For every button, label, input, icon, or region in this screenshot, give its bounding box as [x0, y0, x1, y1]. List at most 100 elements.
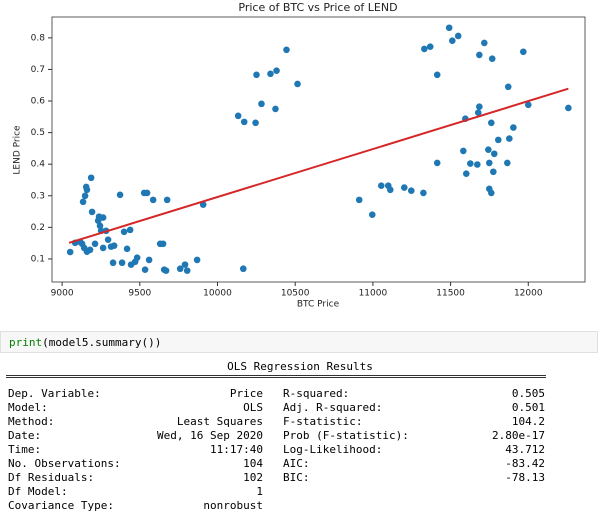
- trendline: [68, 87, 569, 244]
- point: [145, 256, 153, 264]
- point: [81, 192, 89, 200]
- code-cell[interactable]: print(model5.summary()): [0, 331, 598, 353]
- point: [123, 245, 131, 253]
- summary-value: 0.505: [511, 387, 545, 400]
- summary-title: OLS Regression Results: [227, 360, 373, 373]
- point: [96, 222, 104, 230]
- point: [252, 119, 259, 127]
- point: [82, 183, 90, 191]
- y-tick-label: 0.7: [31, 65, 45, 75]
- point: [87, 174, 95, 182]
- summary-row: Method: Least Squares F-statistic: 104.2: [0, 415, 600, 429]
- point: [240, 118, 248, 126]
- plot-frame: [51, 16, 586, 283]
- point: [253, 71, 260, 79]
- summary-label: F-statistic:: [283, 415, 363, 428]
- point: [490, 168, 497, 176]
- point: [183, 267, 191, 274]
- point: [460, 147, 467, 155]
- point: [141, 266, 149, 273]
- y-tick-label: 0.8: [31, 33, 46, 43]
- point: [485, 159, 493, 167]
- point: [234, 112, 242, 120]
- summary-label: Time:: [8, 443, 42, 456]
- x-axis-label: BTC Price: [297, 300, 340, 310]
- summary-label: Method:: [8, 415, 55, 428]
- point: [272, 105, 279, 113]
- chart: Price of BTC vs Price of LEND BTC Price …: [13, 1, 586, 310]
- summary-value: Wed, 16 Sep 2020: [157, 429, 263, 442]
- summary-value: OLS: [243, 401, 263, 414]
- x-tick-label: 10500: [281, 289, 310, 299]
- y-tick-label: 0.3: [31, 191, 45, 201]
- summary-value: Least Squares: [176, 415, 263, 428]
- point: [99, 214, 107, 221]
- y-tick-label: 0.4: [31, 160, 46, 170]
- point: [504, 159, 511, 167]
- point: [176, 265, 184, 273]
- point: [294, 80, 301, 88]
- summary-value: 102: [243, 471, 263, 484]
- point: [494, 136, 502, 144]
- x-tick-label: 9000: [51, 289, 74, 299]
- x-tick-label: 11000: [359, 289, 388, 299]
- point: [239, 265, 247, 273]
- x-tick-label: 12000: [514, 289, 543, 299]
- y-axis-label: LEND Price: [13, 125, 23, 175]
- summary-value: Price: [229, 387, 263, 400]
- point: [86, 246, 94, 254]
- summary-label: BIC:: [283, 471, 310, 484]
- point: [110, 242, 118, 249]
- point: [454, 32, 462, 40]
- point: [159, 240, 167, 248]
- point: [267, 70, 274, 78]
- summary-value: 104.2: [511, 415, 545, 428]
- summary-label: No. Observations:: [8, 457, 121, 470]
- point: [474, 109, 482, 117]
- code-text: (model5.summary()): [42, 336, 162, 349]
- point: [420, 189, 427, 197]
- summary-label: Dep. Variable:: [8, 387, 101, 400]
- point: [506, 135, 513, 142]
- point: [565, 104, 572, 112]
- point: [520, 48, 527, 56]
- point: [490, 150, 498, 158]
- point: [355, 196, 363, 204]
- point: [487, 189, 495, 197]
- point: [133, 254, 141, 261]
- summary-label: Df Model:: [8, 485, 68, 498]
- point: [524, 101, 532, 109]
- point: [504, 83, 512, 91]
- point: [79, 198, 87, 206]
- summary-value: -78.13: [505, 471, 545, 484]
- y-tick-label: 0.5: [31, 128, 45, 138]
- summary-label: Covariance Type:: [8, 499, 114, 512]
- summary-label: R-squared:: [283, 387, 350, 400]
- summary-value: 11:17:40: [210, 443, 263, 456]
- point: [104, 236, 112, 243]
- point: [368, 211, 376, 219]
- summary-value: 1: [256, 485, 263, 498]
- point: [116, 191, 124, 199]
- summary-value: 2.80e-17: [492, 429, 545, 442]
- point: [462, 170, 470, 177]
- y-tick-label: 0.6: [31, 97, 46, 107]
- point: [467, 160, 474, 167]
- point: [476, 103, 483, 111]
- point: [88, 208, 96, 216]
- y-tick-label: 0.1: [31, 254, 45, 264]
- summary-row: Model: OLS Adj. R-squared: 0.501: [0, 401, 600, 415]
- point: [126, 226, 134, 234]
- point: [485, 146, 492, 153]
- point: [445, 24, 453, 32]
- point: [91, 240, 99, 248]
- summary-row: Time: 11:17:40 Log-Likelihood: 43.712: [0, 443, 600, 457]
- summary-value: nonrobust: [203, 499, 263, 512]
- y-tick-label: 0.2: [31, 223, 45, 233]
- summary-row: No. Observations: 104 AIC: -83.42: [0, 457, 600, 471]
- point: [283, 46, 290, 54]
- point: [421, 45, 428, 53]
- summary-label: Df Residuals:: [8, 471, 95, 484]
- x-tick-label: 9500: [128, 289, 151, 299]
